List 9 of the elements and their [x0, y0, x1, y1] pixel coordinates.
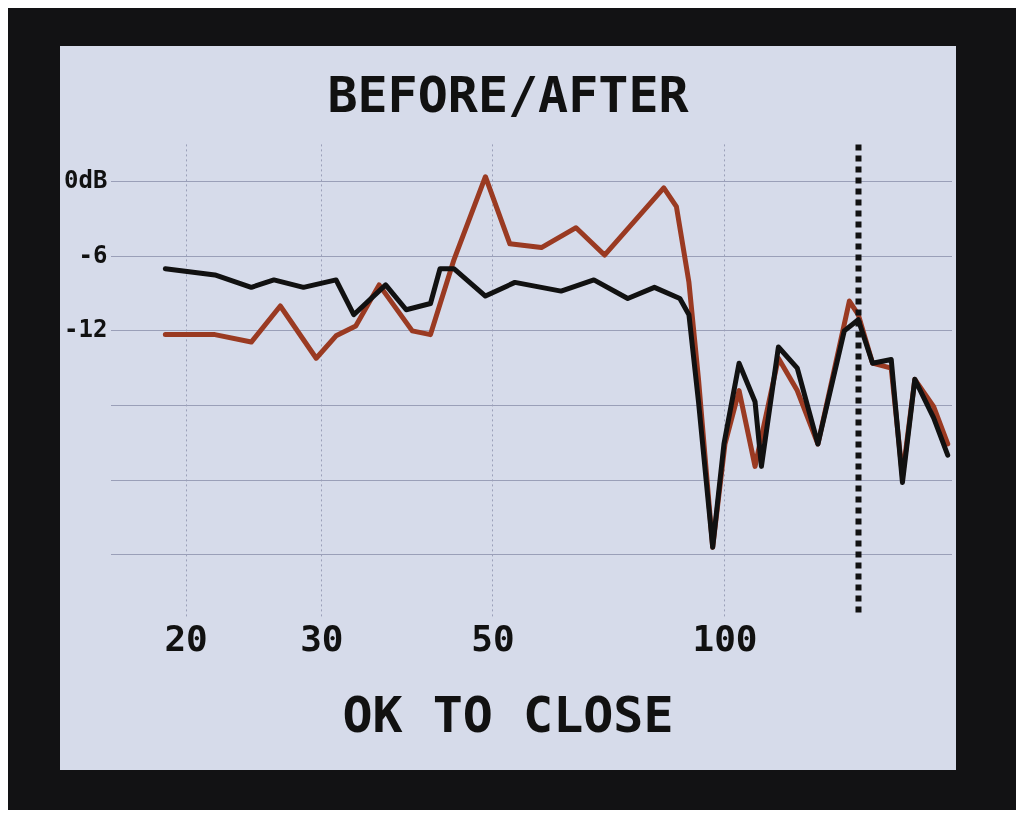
- x-tick-label: 50: [471, 617, 515, 659]
- chart-title: BEFORE/AFTER: [326, 65, 690, 126]
- y-tick-label: -6: [78, 240, 108, 269]
- y-tick-label: 0dB: [63, 165, 108, 194]
- y-tick-label: -12: [63, 315, 108, 344]
- text: OK TO CLOSE: [341, 686, 675, 744]
- x-tick-label: 100: [692, 617, 758, 659]
- x-tick-label: 30: [300, 617, 344, 659]
- x-tick-label: 20: [164, 617, 208, 659]
